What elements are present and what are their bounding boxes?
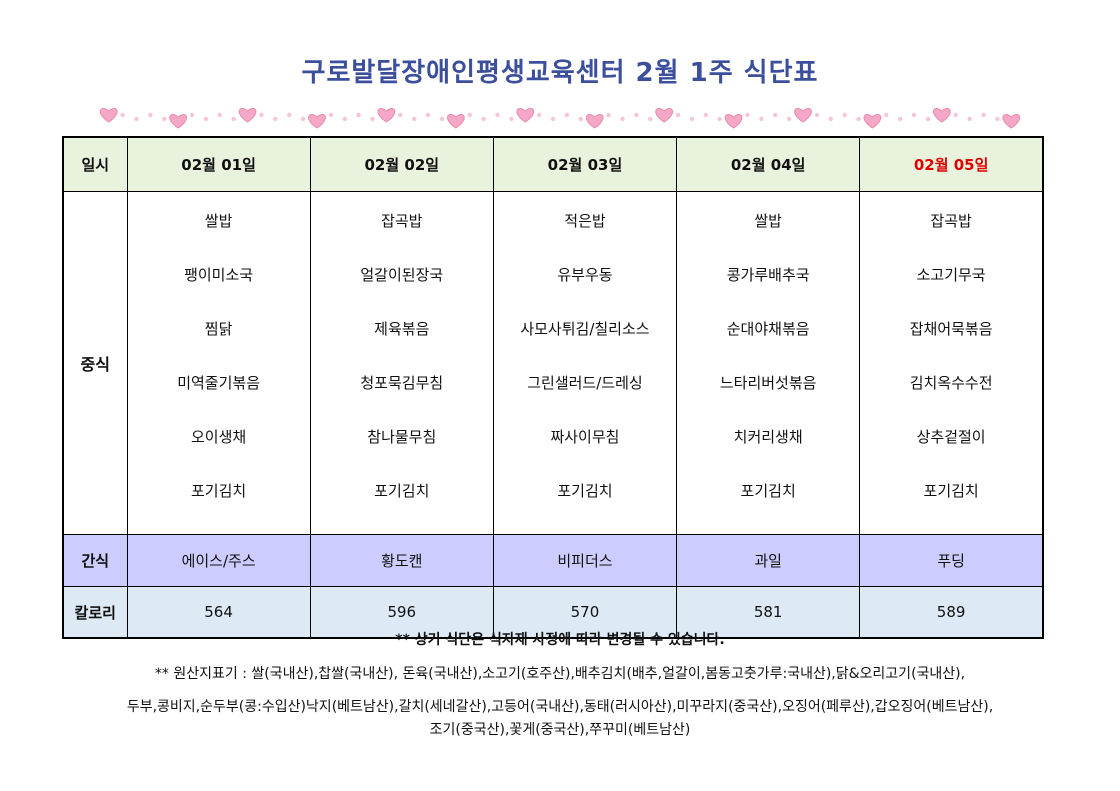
dish-item: 얼갈이된장국 [360,266,444,284]
calorie-cell: 570 [492,586,678,639]
change-notice: ** 상기 식단은 식자재 사정에 따라 변경될 수 있습니다. [395,632,725,648]
snack-cell: 황도캔 [309,534,494,587]
notes-section: ** 상기 식단은 식자재 사정에 따라 변경될 수 있습니다. ** 원산지표… [0,626,1120,742]
origin-notice-line-3: 조기(중국산),꽃게(중국산),쭈꾸미(베트남산) [429,722,691,738]
dish-item: 잡곡밥 [381,212,423,230]
date-header-1: 02월 01일 [126,136,311,192]
dish-item: 순대야채볶음 [726,320,810,338]
dish-item: 포기김치 [923,482,979,500]
snack-label: 간식 [62,534,128,587]
lunch-label: 중식 [62,191,128,535]
snack-row: 간식 에이스/주스 황도캔 비피더스 과일 푸딩 [62,534,1044,587]
dish-item: 그린샐러드/드레싱 [527,374,643,392]
calorie-row: 칼로리 564 596 570 581 589 [62,586,1044,639]
dish-item: 짜사이무침 [550,428,620,446]
page-title: 구로발달장애인평생교육센터 2월 1주 식단표 [301,58,819,88]
origin-notice-line-1: ** 원산지표기 : 쌀(국내산),찹쌀(국내산), 돈육(국내산),소고기(호… [154,666,966,682]
snack-cell: 에이스/주스 [126,534,311,587]
dish-item: 포기김치 [740,482,796,500]
origin-notice-line-2: 두부,콩비지,순두부(콩:수입산)낙지(베트남산),갈치(세네갈산),고등어(국… [126,699,994,715]
dish-item: 쌀밥 [204,212,233,230]
dish-item: 포기김치 [374,482,430,500]
snack-cell: 비피더스 [492,534,678,587]
corner-label: 일시 [62,136,128,192]
heart-border-icon [74,103,1046,131]
snack-cell: 과일 [676,534,861,587]
dish-item: 미역줄기볶음 [177,374,260,392]
dish-item: 느타리버섯볶음 [719,374,817,392]
dish-item: 치커리생채 [733,428,803,446]
calorie-cell: 581 [676,586,861,639]
dish-item: 적은밥 [564,212,606,230]
dish-item: 쌀밥 [754,212,782,230]
dish-item: 김치옥수수전 [909,374,993,392]
dish-item: 잡곡밥 [930,212,972,230]
date-header-4: 02월 04일 [676,136,861,192]
dish-item: 참나물무침 [367,428,437,446]
dish-item: 오이생채 [190,428,247,446]
calorie-cell: 589 [859,586,1044,639]
dish-item: 찜닭 [204,320,233,338]
dish-item: 포기김치 [190,482,247,500]
dish-item: 제육볶음 [374,320,430,338]
dish-item: 콩가루배추국 [726,266,810,284]
dish-item: 팽이미소국 [184,266,254,284]
dish-item: 잡채어묵볶음 [909,320,993,338]
date-header-row: 일시 02월 01일 02월 02일 02월 03일 02월 04일 02월 0… [62,136,1044,192]
snack-cell: 푸딩 [859,534,1044,587]
date-header-3: 02월 03일 [492,136,678,192]
dish-item: 포기김치 [557,482,613,500]
date-header-5: 02월 05일 [859,136,1044,192]
dish-item: 소고기무국 [916,266,986,284]
dish-item: 사모사튀김/칠리소스 [520,320,650,338]
calorie-cell: 596 [309,586,494,639]
dish-item: 상추겉절이 [916,428,986,446]
date-header-2: 02월 02일 [309,136,494,192]
calorie-label: 칼로리 [62,586,128,639]
dish-item: 유부우동 [557,266,613,284]
dish-item: 청포묵김무침 [360,374,444,392]
menu-table: 일시 02월 01일 02월 02일 02월 03일 02월 04일 02월 0… [62,136,1044,639]
